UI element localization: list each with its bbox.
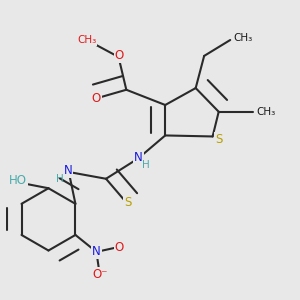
Text: N: N <box>92 245 101 258</box>
Text: CH₃: CH₃ <box>234 33 253 43</box>
Text: N: N <box>64 164 73 178</box>
Text: CH₃: CH₃ <box>77 35 96 45</box>
Text: S: S <box>215 133 222 146</box>
Text: CH₃: CH₃ <box>256 107 275 117</box>
Text: O: O <box>92 92 101 105</box>
Text: H: H <box>142 160 149 170</box>
Text: O: O <box>115 241 124 254</box>
Text: N: N <box>134 151 143 164</box>
Text: H: H <box>56 174 64 184</box>
Text: O: O <box>115 50 124 62</box>
Text: HO: HO <box>9 174 27 187</box>
Text: S: S <box>124 196 132 209</box>
Text: O⁻: O⁻ <box>92 268 108 281</box>
